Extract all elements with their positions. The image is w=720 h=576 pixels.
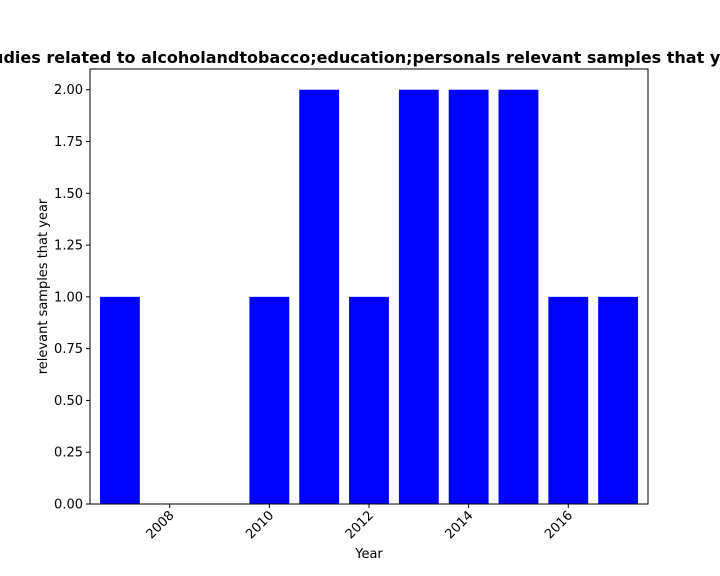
bar-2016 [548,296,589,504]
bar-2007 [99,296,140,504]
y-tick-label: 1.00 [54,290,83,305]
y-axis-ticks: 0.00 0.25 0.50 0.75 1.00 1.25 1.50 1.75 2.00 [54,83,90,513]
bar-2015 [498,89,539,504]
y-tick-label: 0.50 [54,394,83,409]
x-tick-label: 2008 [144,508,178,542]
x-tick-label: 2016 [542,508,576,542]
bar-2010 [249,296,290,504]
x-tick-label: 2010 [243,508,277,542]
bar-2012 [349,296,389,504]
bar-2011 [299,89,340,504]
x-tick-label: 2014 [442,508,476,542]
x-axis-ticks: 2008 2010 2012 2014 2016 [144,504,576,542]
y-tick-label: 1.50 [54,187,83,202]
y-tick-label: 1.75 [54,135,83,150]
bar-2014 [448,89,489,504]
y-axis-label: relevant samples that year [36,198,51,374]
x-tick-label: 2012 [343,508,377,542]
bars-group [99,89,639,504]
y-tick-label: 2.00 [54,83,83,98]
chart-title: Number of Studies related to alcoholandt… [0,48,720,67]
y-tick-label: 0.00 [54,498,83,513]
y-tick-label: 0.25 [54,446,83,461]
y-tick-label: 1.25 [54,239,83,254]
y-tick-label: 0.75 [54,342,83,357]
bar-2013 [398,89,439,504]
plot-area-frame [89,68,649,505]
bar-2017 [598,296,639,504]
x-axis-label: Year [354,547,383,562]
